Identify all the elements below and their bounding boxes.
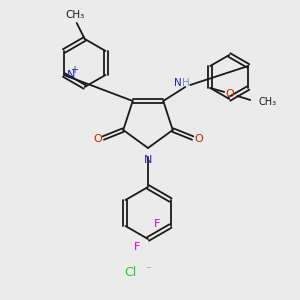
Text: N: N	[67, 70, 75, 80]
Text: F: F	[134, 242, 140, 252]
Text: O: O	[226, 89, 235, 99]
Text: O: O	[194, 134, 203, 144]
Text: O: O	[93, 134, 102, 144]
Text: N: N	[144, 155, 152, 165]
Text: CH₃: CH₃	[65, 10, 84, 20]
Text: +: +	[70, 65, 78, 75]
Text: Cl: Cl	[124, 266, 136, 278]
Text: F: F	[154, 219, 161, 229]
Text: N: N	[173, 78, 181, 88]
Text: CH₃: CH₃	[258, 97, 276, 107]
Text: ⁻: ⁻	[145, 265, 151, 275]
Text: H: H	[182, 78, 190, 88]
